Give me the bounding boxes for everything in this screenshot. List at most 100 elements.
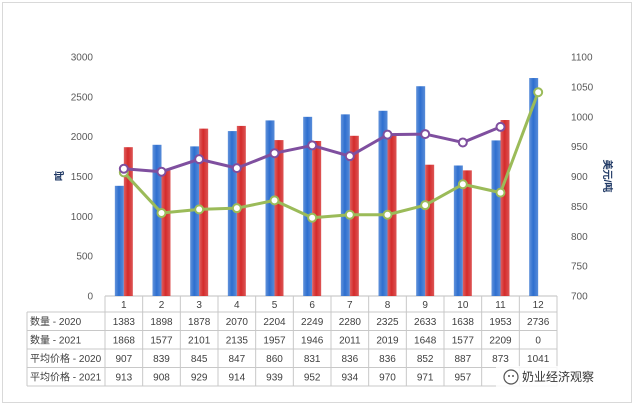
table-cell: 971 <box>417 372 434 383</box>
table-cell: 1953 <box>489 317 512 328</box>
table-cell: 970 <box>379 372 396 383</box>
line-point <box>533 87 544 98</box>
bar <box>416 86 426 296</box>
table-cell: 873 <box>492 354 509 365</box>
bar <box>161 170 171 296</box>
line-point <box>231 163 242 174</box>
line-point <box>420 129 431 140</box>
category-label: 6 <box>309 300 315 311</box>
table-cell: 907 <box>115 354 132 365</box>
category-label: 4 <box>234 300 240 311</box>
table-cell: 845 <box>191 354 208 365</box>
line-point <box>156 207 167 218</box>
category-label: 11 <box>495 300 506 311</box>
table-cell: 934 <box>341 372 358 383</box>
right-axis-title: 美元/吨 <box>601 160 614 193</box>
line-point <box>231 203 242 214</box>
bar <box>274 140 284 296</box>
table-cell: 887 <box>454 354 471 365</box>
table-cell: 2019 <box>376 335 399 346</box>
bar <box>152 144 162 296</box>
left-tick-label: 0 <box>87 292 93 303</box>
table-cell: 0 <box>535 335 541 346</box>
table-cell: 1868 <box>113 335 136 346</box>
table-cell: 1957 <box>263 335 286 346</box>
right-tick-label: 900 <box>571 172 588 183</box>
line-point <box>307 212 318 223</box>
bar <box>491 140 501 296</box>
table-cell: 2101 <box>188 335 211 346</box>
table-cell: 914 <box>228 372 245 383</box>
line-point <box>118 163 129 174</box>
table-cell: 836 <box>341 354 358 365</box>
table-cell: 939 <box>266 372 283 383</box>
right-tick-label: 1000 <box>571 112 594 123</box>
right-tick-label: 750 <box>571 262 588 273</box>
bar <box>199 128 209 296</box>
line-point <box>344 209 355 220</box>
line-point <box>382 209 393 220</box>
right-tick-label: 800 <box>571 232 588 243</box>
bar <box>500 120 510 297</box>
table-cell: 1898 <box>150 317 173 328</box>
left-tick-label: 1500 <box>71 172 94 183</box>
bar <box>453 165 463 296</box>
bar <box>303 116 313 296</box>
table-cell: 1946 <box>301 335 324 346</box>
table-cell: 1878 <box>188 317 211 328</box>
category-label: 2 <box>159 300 165 311</box>
category-label: 1 <box>121 300 127 311</box>
bar <box>236 125 246 296</box>
table-cell: 2736 <box>527 317 550 328</box>
table-cell: 929 <box>191 372 208 383</box>
table-cell: 847 <box>228 354 245 365</box>
line-point <box>156 166 167 177</box>
table-cell: 2325 <box>376 317 399 328</box>
wechat-icon-dot <box>512 375 514 377</box>
table-cell: 913 <box>115 372 132 383</box>
table-cell: 2280 <box>339 317 362 328</box>
table-cell: 2249 <box>301 317 324 328</box>
line-point <box>420 200 431 211</box>
bar <box>425 164 435 296</box>
bar <box>190 146 200 296</box>
category-label: 7 <box>347 300 353 311</box>
wechat-icon-dot <box>508 375 510 377</box>
table-cell: 1648 <box>414 335 437 346</box>
right-tick-label: 700 <box>571 292 588 303</box>
bar <box>529 78 539 296</box>
table-cell: 839 <box>153 354 170 365</box>
table-row-header: 数量 - 2020 <box>30 315 82 328</box>
category-label: 12 <box>533 300 545 311</box>
category-label: 10 <box>457 300 469 311</box>
table-cell: 2204 <box>263 317 286 328</box>
line-point <box>194 204 205 215</box>
line-point <box>344 151 355 162</box>
left-tick-label: 3000 <box>71 53 94 64</box>
left-tick-label: 2000 <box>71 132 94 143</box>
bar <box>265 120 275 296</box>
line-point <box>194 154 205 165</box>
table-cell: 1383 <box>113 317 136 328</box>
right-tick-label: 1050 <box>571 82 594 93</box>
table-cell: 1577 <box>452 335 475 346</box>
table-cell: 831 <box>304 354 321 365</box>
table-cell: 908 <box>153 372 170 383</box>
table-cell: 2011 <box>339 335 361 346</box>
bar <box>227 131 237 296</box>
table-cell: 836 <box>379 354 396 365</box>
table-cell: 2209 <box>489 335 512 346</box>
line-point <box>269 148 280 159</box>
left-axis-title: 吨 <box>53 171 66 181</box>
category-label: 9 <box>422 300 428 311</box>
line-point <box>495 121 506 132</box>
table-cell: 860 <box>266 354 283 365</box>
bar <box>378 110 388 297</box>
table-cell: 2070 <box>226 317 249 328</box>
table-cell: 957 <box>454 372 471 383</box>
line-point <box>495 187 506 198</box>
line-point <box>269 195 280 206</box>
line-point <box>382 129 393 140</box>
